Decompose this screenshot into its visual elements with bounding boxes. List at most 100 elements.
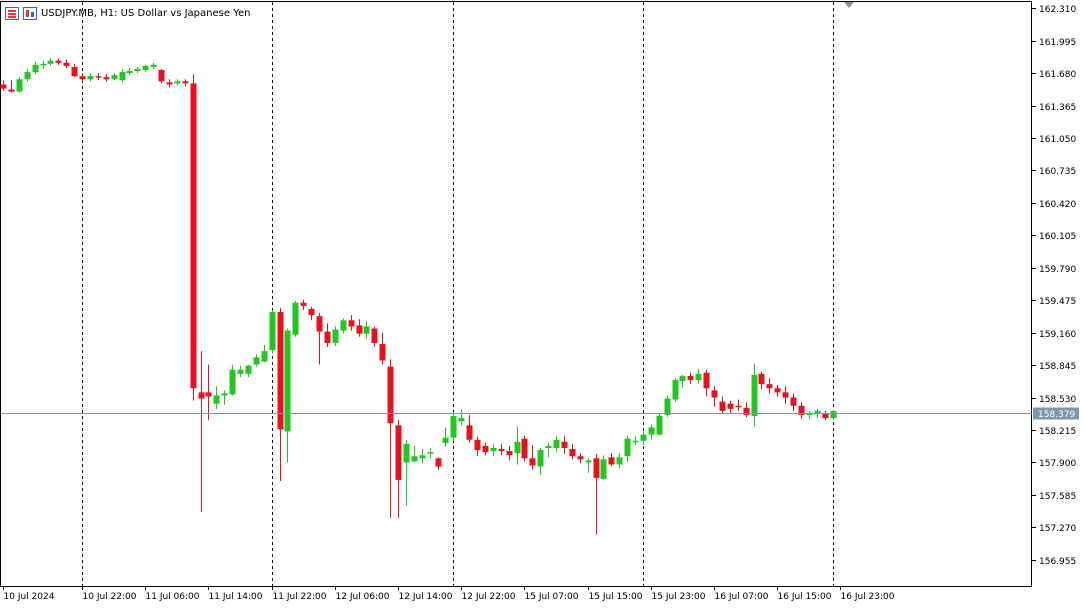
candle-body-12 xyxy=(95,76,102,78)
candle-body-4 xyxy=(32,64,39,73)
x-tick-label-9: 15 Jul 15:00 xyxy=(589,592,643,602)
x-tick-label-6: 12 Jul 14:00 xyxy=(399,592,453,602)
candle-body-94 xyxy=(743,407,750,416)
y-tick-label-3: 161.365 xyxy=(1039,103,1076,113)
candle-body-82 xyxy=(648,427,655,435)
candle-body-62 xyxy=(490,447,497,452)
candle-body-37 xyxy=(292,302,299,335)
candle-body-48 xyxy=(379,343,386,361)
candle-body-9 xyxy=(71,66,78,77)
candle-body-3 xyxy=(24,72,31,80)
candle-body-47 xyxy=(371,328,378,343)
y-tick-label-13: 158.215 xyxy=(1039,427,1076,437)
y-tick-label-14: 157.900 xyxy=(1039,459,1076,469)
candle-body-30 xyxy=(237,369,244,374)
candle-body-80 xyxy=(632,440,639,443)
candle-body-73 xyxy=(577,456,584,460)
candle-body-24 xyxy=(190,83,197,389)
candle-body-34 xyxy=(269,312,276,351)
candle-body-53 xyxy=(419,455,426,459)
candle-body-95 xyxy=(751,374,758,417)
candle-body-27 xyxy=(213,395,220,404)
y-tick-label-16: 157.270 xyxy=(1039,524,1076,534)
chart-window-icon[interactable] xyxy=(23,6,37,20)
candle-body-97 xyxy=(766,384,773,389)
candle-body-35 xyxy=(277,312,284,430)
candle-body-69 xyxy=(545,445,552,448)
y-tick-label-17: 156.955 xyxy=(1039,557,1076,567)
y-tick-label-5: 160.735 xyxy=(1039,167,1076,177)
candle-body-93 xyxy=(735,405,742,408)
candle-body-51 xyxy=(403,443,410,463)
candle-body-21 xyxy=(166,82,173,85)
y-tick-label-0: 162.310 xyxy=(1039,5,1076,15)
x-tick-label-4: 11 Jul 22:00 xyxy=(273,592,327,602)
candle-body-74 xyxy=(585,460,592,463)
candle-body-105 xyxy=(830,410,837,419)
candle-body-22 xyxy=(174,81,181,84)
candle-body-66 xyxy=(521,438,528,459)
candle-body-90 xyxy=(711,390,718,398)
x-tick-label-10: 15 Jul 23:00 xyxy=(652,592,706,602)
candle-body-28 xyxy=(221,393,228,396)
candle-body-10 xyxy=(79,76,86,80)
x-tick-label-3: 11 Jul 14:00 xyxy=(209,592,263,602)
candle-body-60 xyxy=(474,439,481,451)
y-tick-label-2: 161.680 xyxy=(1039,70,1076,80)
candle-body-1 xyxy=(8,89,15,92)
candle-body-58 xyxy=(458,418,465,422)
chart-header: USDJPY.MB, H1: US Dollar vs Japanese Yen xyxy=(5,5,250,21)
x-tick-label-2: 11 Jul 06:00 xyxy=(146,592,200,602)
candle-body-75 xyxy=(593,458,600,478)
y-tick-label-15: 157.585 xyxy=(1039,492,1076,502)
candle-body-0 xyxy=(0,84,7,89)
candle-body-88 xyxy=(695,373,702,381)
candle-body-89 xyxy=(703,372,710,389)
y-tick-label-8: 159.790 xyxy=(1039,265,1076,275)
candle-body-96 xyxy=(758,373,765,385)
y-tick-label-12: 158.530 xyxy=(1039,395,1076,405)
candle-body-26 xyxy=(205,392,212,397)
candle-body-18 xyxy=(142,65,149,71)
candle-body-15 xyxy=(119,72,126,81)
candle-body-38 xyxy=(300,302,307,306)
candle-body-85 xyxy=(672,380,679,400)
candle-body-103 xyxy=(814,410,821,413)
candle-body-29 xyxy=(229,369,236,395)
chart-title: USDJPY.MB, H1: US Dollar vs Japanese Yen xyxy=(41,7,251,19)
y-tick-label-6: 160.420 xyxy=(1039,200,1076,210)
candle-body-68 xyxy=(537,450,544,467)
y-tick-label-10: 159.160 xyxy=(1039,330,1076,340)
candle-body-65 xyxy=(514,441,521,454)
candle-body-41 xyxy=(324,331,331,343)
candle-body-40 xyxy=(316,316,323,332)
candle-body-102 xyxy=(806,412,813,416)
candle-body-84 xyxy=(664,398,671,416)
candle-body-32 xyxy=(253,357,260,365)
x-tick-label-13: 16 Jul 23:00 xyxy=(841,592,895,602)
candle-body-99 xyxy=(782,392,789,398)
candle-body-83 xyxy=(656,416,663,435)
candle-body-5 xyxy=(40,63,47,66)
candle-body-52 xyxy=(411,456,418,462)
candle-body-79 xyxy=(624,438,631,457)
candle-body-20 xyxy=(158,70,165,82)
candle-body-39 xyxy=(308,308,315,316)
chart-list-icon[interactable] xyxy=(5,6,19,20)
candle-body-78 xyxy=(616,457,623,465)
candle-body-13 xyxy=(103,77,110,80)
candle-body-17 xyxy=(134,68,141,72)
candle-body-25 xyxy=(198,392,205,399)
x-tick-label-8: 15 Jul 07:00 xyxy=(525,592,579,602)
candle-body-43 xyxy=(340,320,347,331)
candle-body-63 xyxy=(498,449,505,452)
chart-shift-marker-icon[interactable] xyxy=(844,2,854,8)
candle-body-72 xyxy=(569,449,576,457)
current-price-label: 158.379 xyxy=(1038,410,1075,420)
candle-body-92 xyxy=(727,403,734,409)
candle-body-23 xyxy=(182,81,189,84)
candle-body-6 xyxy=(47,60,54,64)
candle-body-100 xyxy=(790,397,797,406)
